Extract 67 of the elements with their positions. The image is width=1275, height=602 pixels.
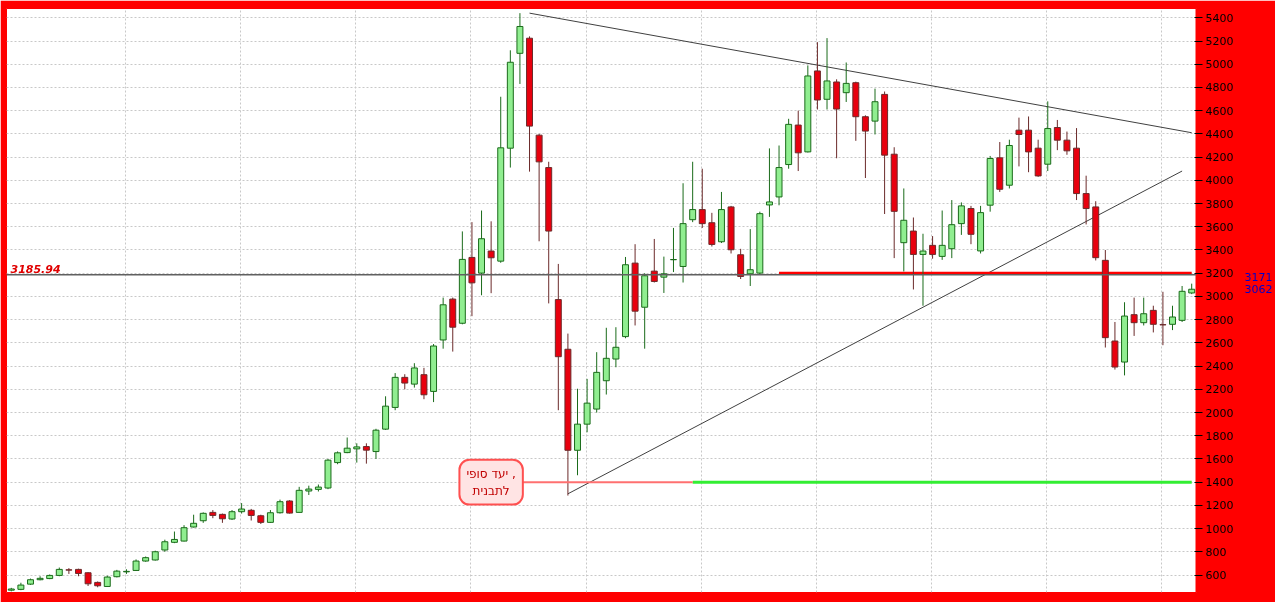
candlestick (938, 210, 946, 261)
y-tick-label: 3200 (1205, 267, 1234, 281)
candlestick (382, 395, 390, 431)
y-tick-label: 5200 (1205, 35, 1234, 49)
candlestick (861, 114, 869, 179)
candlestick (919, 233, 927, 307)
y-tick-label: 800 (1205, 545, 1227, 559)
y-tick-label: 4400 (1205, 127, 1234, 141)
candlestick (708, 212, 716, 248)
y-tick-label: 1600 (1205, 452, 1234, 466)
y-tick-label: 5000 (1205, 58, 1234, 72)
y-tick-label: 1200 (1205, 499, 1234, 513)
candlestick (909, 216, 917, 290)
candlestick (842, 61, 850, 103)
candlestick (372, 428, 380, 460)
y-tick-label: 5400 (1205, 11, 1234, 25)
candlestick (929, 235, 937, 260)
candlestick (1140, 297, 1148, 326)
candlestick (698, 168, 706, 229)
candlestick (353, 442, 361, 464)
candlestick (410, 362, 418, 389)
y-tick-label: 4000 (1205, 174, 1234, 188)
y-tick-label: 4200 (1205, 151, 1234, 165)
candlestick (1159, 291, 1167, 346)
y-tick-label: 2600 (1205, 336, 1234, 350)
y-tick-label: 4600 (1205, 104, 1234, 118)
candlestick (362, 442, 370, 465)
candlestick (487, 220, 495, 294)
y-tick-label: 1400 (1205, 476, 1234, 490)
candlestick (602, 327, 610, 396)
candlestick (1063, 131, 1071, 156)
y-tick-label: 3800 (1205, 197, 1234, 211)
y-tick-label: 2800 (1205, 313, 1234, 327)
y-tick-label: 3400 (1205, 244, 1234, 257)
candlestick (746, 228, 754, 287)
candlestick (295, 486, 303, 513)
candlestick (689, 161, 697, 223)
candlestick (420, 367, 428, 400)
candlestick (957, 201, 965, 236)
candlestick (65, 567, 73, 575)
y-tick-label: 2000 (1205, 406, 1234, 420)
candlestick (1082, 175, 1090, 225)
candlestick (900, 187, 908, 272)
y-tick-label: 3000 (1205, 290, 1234, 304)
y-tick-label: 1800 (1205, 429, 1234, 443)
text: 3062 (1244, 283, 1273, 297)
candlestick (823, 37, 831, 111)
candlestick (612, 326, 620, 368)
candlestick (1149, 305, 1157, 333)
y-tick-label: 3600 (1205, 220, 1234, 234)
candlestick (36, 575, 44, 581)
candlestick (765, 147, 773, 218)
candlestick (1053, 119, 1061, 151)
candlestick (1015, 117, 1023, 167)
candlestick (1169, 305, 1176, 331)
ref-line-label: 3185.94 (10, 262, 61, 276)
text: 3171 (1244, 271, 1273, 285)
y-tick-label: 600 (1205, 569, 1227, 583)
candlestick (583, 378, 591, 433)
candlestick (1025, 115, 1033, 173)
candlestick (871, 88, 879, 135)
annotation: יעד סופי , לתבנית (466, 466, 516, 498)
y-tick-label: 1000 (1205, 522, 1234, 536)
y-tick-label: 4800 (1205, 81, 1234, 95)
candlestick (1130, 297, 1138, 337)
y-tick-label: 2200 (1205, 383, 1234, 397)
y-tick-label: 2400 (1205, 360, 1234, 374)
